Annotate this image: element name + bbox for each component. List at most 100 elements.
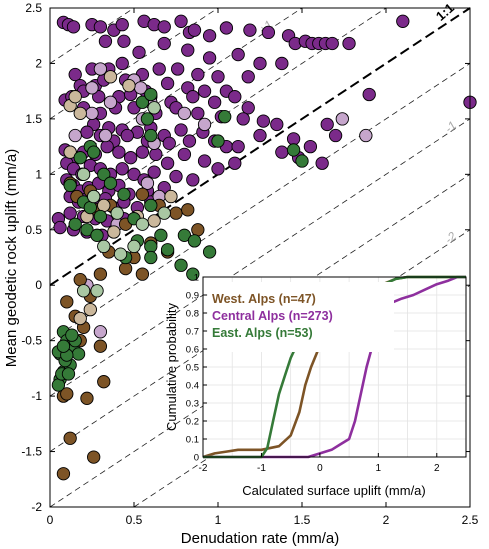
inset-legend-entry-0: West. Alps (n=47) [212,292,316,306]
point-central-104 [123,151,138,165]
point-west-26 [97,375,111,389]
point-central-64 [228,90,242,104]
point-central-26 [98,34,113,48]
point-central-light-10 [68,128,82,143]
point-east-50 [211,134,225,148]
main-y-tick-label-7: 1.5 [25,112,42,126]
point-west-15 [118,261,133,276]
point-west-16 [135,267,150,281]
inset-y-tick-label-6: 0.6 [186,345,199,356]
point-central-118 [115,162,129,176]
point-west-32 [56,467,71,481]
offset-line-4 [49,63,471,342]
point-central-91 [120,128,134,143]
main-x-tick-label-1: 0.5 [126,513,143,527]
main-x-tick-label-0: 0 [47,513,54,527]
point-central-75 [256,114,271,128]
main-y-tick-label-3: -0.5 [21,334,42,348]
main-y-tick-label-2: -1 [31,389,42,403]
inset-legend-box [208,282,394,352]
main-x-tick-label-4: 2 [383,513,390,527]
point-central-154 [328,128,343,143]
point-east-17 [160,243,175,257]
point-central-105 [135,145,150,159]
offset-line-3 [49,118,471,397]
point-west-18 [73,273,87,287]
point-central-41 [171,62,185,76]
inset-legend-entry-2: East. Alps (n=53) [212,326,313,340]
point-central-27 [117,34,131,48]
point-east-light-7 [113,247,128,261]
point-east-7 [93,209,108,224]
point-central-62 [186,90,200,104]
point-central-86 [253,128,267,143]
point-central-light-11 [140,176,155,190]
point-central-12 [187,23,202,37]
point-central-light-16 [335,112,349,126]
point-central-29 [157,36,171,51]
point-central-159 [362,87,376,102]
point-central-15 [243,23,257,37]
inset-y-tick-label-3: 0.3 [186,399,199,410]
main-y-tick-label-1: -1.5 [21,445,42,459]
point-east-24 [140,112,155,126]
inset-y-axis-label: Cumulative probability [164,303,179,431]
point-central-light-15 [93,325,108,339]
point-central-30 [181,43,195,57]
point-west-10 [191,223,205,237]
inset-x-tick-label-2: 0 [317,463,323,474]
point-east-25 [144,128,158,143]
point-east-9 [117,187,131,201]
point-central-light-6 [85,106,99,120]
point-east-49 [218,110,232,124]
point-west-light-5 [97,198,111,213]
point-west-8 [169,206,183,220]
inset-x-axis: -2 -1 0 1 2 [199,453,440,474]
inset-x-tick-label-3: 1 [376,463,382,474]
point-central-44 [241,70,255,84]
main-x-tick-label-5: 2.5 [462,513,479,527]
point-east-light-1 [157,206,171,220]
point-west-light-11 [122,78,136,93]
point-west-30 [63,431,77,445]
inset-y-tick-label-0: 0 [194,453,199,464]
point-east-22 [135,95,150,109]
point-east-45 [56,339,71,353]
point-central-43 [211,70,225,84]
inset-y-tick-label-5: 0.5 [186,363,199,374]
point-central-6 [115,17,129,32]
point-west-light-3 [63,145,77,159]
point-east-8 [103,176,118,190]
one-to-one-line [49,7,471,287]
inset-y-tick-label-7: 0.7 [186,327,199,338]
point-central-4 [93,20,108,34]
point-west-9 [181,203,195,217]
point-east-47 [286,143,301,157]
point-east-12 [90,228,104,242]
point-central-42 [191,67,205,82]
main-y-tick-label-4: 0 [35,278,42,292]
point-central-38 [115,56,129,71]
point-central-light-17 [359,128,373,143]
point-central-2 [66,20,81,34]
point-east-26 [144,250,158,265]
point-central-143 [63,206,77,220]
point-west-light-2 [73,106,87,120]
point-central-153 [320,117,334,132]
main-y-tick-label-9: 2.5 [25,1,42,15]
point-west-light-1 [68,90,82,104]
point-west-28 [60,387,74,401]
inset-y-tick-label-9: 0.9 [186,291,199,302]
point-central-14 [219,21,234,35]
point-central-96 [231,139,245,154]
main-scatter-plot: 1:1+2+1-1-2 00.511.522.5 -2-1.5-1-0.500.… [3,0,479,547]
point-west-light-13 [73,311,87,326]
point-central-108 [177,147,192,162]
point-central-110 [211,162,225,176]
point-west-light-6 [107,225,121,239]
point-east-light-2 [135,217,150,231]
point-east-35 [51,378,66,392]
point-east-37 [71,347,86,361]
inset-legend: West. Alps (n=47) Central Alps (n=273) Eas… [208,282,394,352]
main-x-tick-label-3: 1.5 [294,513,311,527]
